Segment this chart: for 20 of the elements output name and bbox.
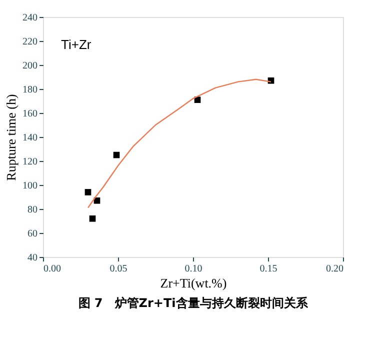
x-tick-label: 0.00 xyxy=(44,264,61,274)
y-tick-label: 120 xyxy=(22,156,38,168)
text: 图 7 炉管Zr+Ti含量与持久断裂时间关系 xyxy=(78,296,309,310)
y-axis-title: Rupture time (h) xyxy=(4,94,18,181)
y-tick-label: 160 xyxy=(22,108,38,120)
y-tick-label: 40 xyxy=(28,252,38,264)
y-tick-label: 100 xyxy=(22,180,38,192)
x-tick-label: 0.05 xyxy=(110,264,128,274)
x-tick-label: 0.20 xyxy=(326,264,344,274)
y-tick-label: 140 xyxy=(22,132,38,144)
y-tick-label: 80 xyxy=(28,204,38,216)
y-tick-label: 180 xyxy=(22,84,38,96)
y-tick-label: 240 xyxy=(22,12,38,24)
annotation: Ti+Zr xyxy=(61,37,92,52)
y-tick-label: 220 xyxy=(22,36,38,48)
x-axis-title: Zr+Ti(wt.%) xyxy=(160,276,227,290)
y-tick-label: 200 xyxy=(22,60,38,72)
y-tick-label: 60 xyxy=(28,228,38,240)
x-tick-label: 0.10 xyxy=(184,264,202,274)
x-tick-label: 0.15 xyxy=(260,264,278,274)
